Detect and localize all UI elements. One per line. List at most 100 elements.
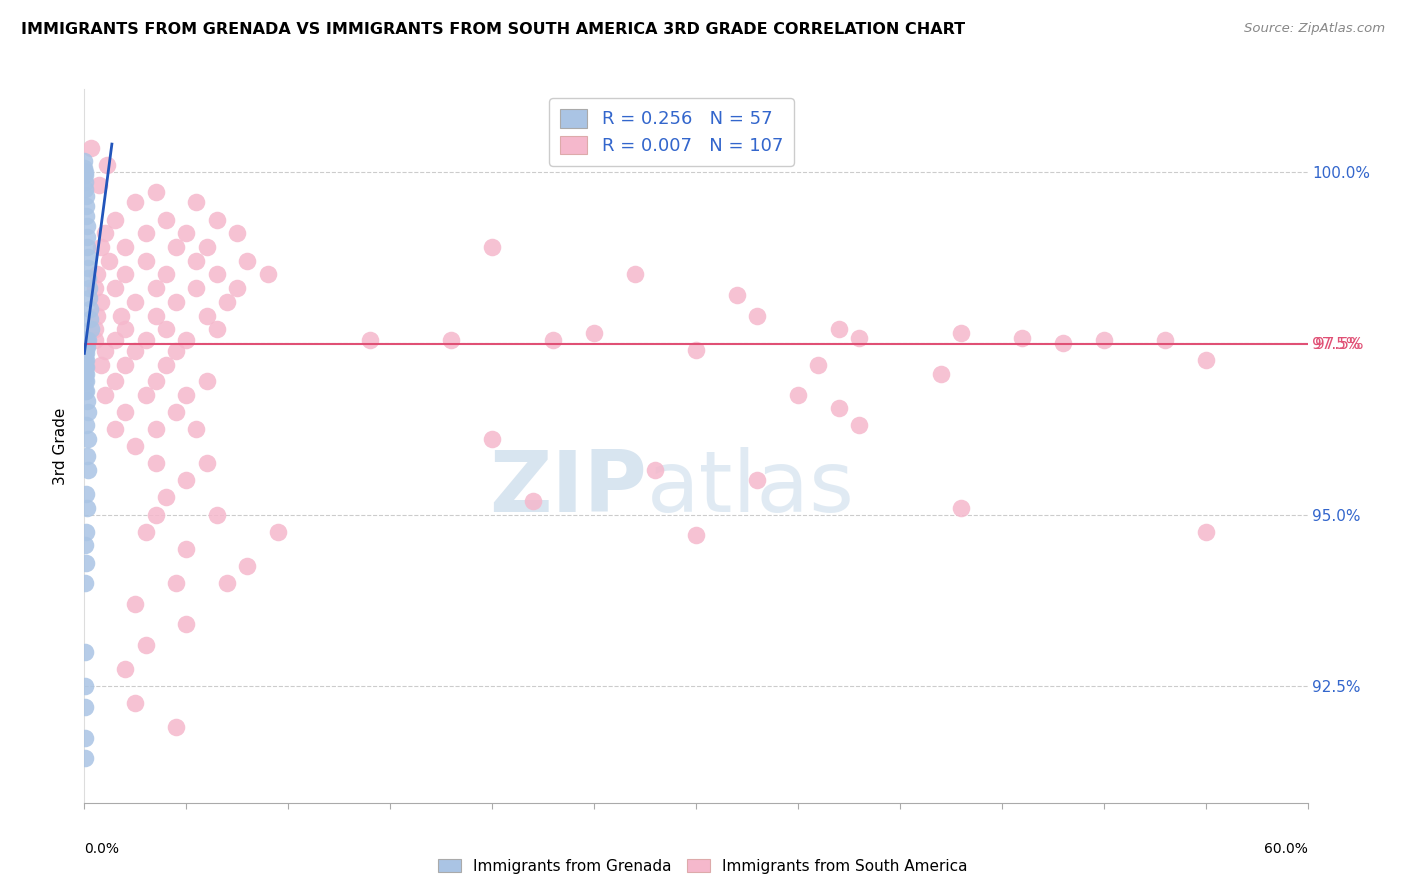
Point bbox=[186, 281, 208, 295]
Point bbox=[77, 271, 100, 285]
Point bbox=[96, 158, 118, 172]
Point bbox=[75, 188, 97, 202]
Point bbox=[787, 387, 810, 401]
Point bbox=[226, 227, 249, 241]
Point bbox=[75, 168, 97, 182]
Point bbox=[75, 679, 97, 693]
Point bbox=[929, 367, 952, 381]
Point bbox=[75, 539, 97, 553]
Point bbox=[75, 645, 97, 659]
Point bbox=[80, 322, 103, 336]
Point bbox=[195, 374, 218, 388]
Point bbox=[205, 508, 228, 522]
Point bbox=[145, 422, 167, 436]
Text: ZIP: ZIP bbox=[489, 447, 647, 531]
Point bbox=[114, 268, 136, 282]
Point bbox=[165, 240, 187, 254]
Text: IMMIGRANTS FROM GRENADA VS IMMIGRANTS FROM SOUTH AMERICA 3RD GRADE CORRELATION C: IMMIGRANTS FROM GRENADA VS IMMIGRANTS FR… bbox=[21, 22, 965, 37]
Point bbox=[747, 309, 769, 323]
Point bbox=[155, 358, 177, 372]
Point bbox=[76, 240, 98, 254]
Point bbox=[77, 432, 100, 446]
Point bbox=[75, 333, 97, 347]
Point bbox=[217, 294, 239, 309]
Point bbox=[195, 240, 218, 254]
Point bbox=[195, 456, 218, 470]
Point bbox=[1195, 524, 1218, 539]
Point bbox=[236, 559, 259, 574]
Point bbox=[75, 418, 97, 433]
Point bbox=[236, 253, 259, 268]
Point bbox=[124, 294, 146, 309]
Point bbox=[86, 268, 108, 282]
Point bbox=[165, 405, 187, 419]
Point bbox=[79, 281, 101, 295]
Point bbox=[583, 326, 606, 340]
Point bbox=[174, 473, 197, 487]
Point bbox=[75, 346, 97, 360]
Point bbox=[93, 387, 115, 401]
Text: 97.5%: 97.5% bbox=[1315, 337, 1362, 352]
Legend: Immigrants from Grenada, Immigrants from South America: Immigrants from Grenada, Immigrants from… bbox=[432, 853, 974, 880]
Point bbox=[75, 751, 97, 765]
Point bbox=[135, 253, 157, 268]
Point bbox=[79, 301, 101, 316]
Point bbox=[73, 154, 96, 169]
Point bbox=[1195, 353, 1218, 368]
Point bbox=[186, 253, 208, 268]
Point bbox=[75, 524, 97, 539]
Point bbox=[950, 500, 973, 515]
Point bbox=[135, 333, 157, 347]
Point bbox=[186, 422, 208, 436]
Point bbox=[217, 576, 239, 591]
Point bbox=[135, 387, 157, 401]
Point bbox=[359, 333, 381, 347]
Point bbox=[155, 322, 177, 336]
Point bbox=[950, 326, 973, 340]
Point bbox=[75, 731, 97, 745]
Point bbox=[75, 339, 97, 353]
Point bbox=[114, 405, 136, 419]
Point bbox=[145, 508, 167, 522]
Point bbox=[77, 333, 100, 347]
Point bbox=[174, 227, 197, 241]
Point bbox=[75, 384, 97, 398]
Point bbox=[124, 195, 146, 210]
Point bbox=[76, 500, 98, 515]
Point bbox=[83, 333, 105, 347]
Point bbox=[77, 463, 100, 477]
Point bbox=[1092, 333, 1115, 347]
Legend: R = 0.256   N = 57, R = 0.007   N = 107: R = 0.256 N = 57, R = 0.007 N = 107 bbox=[550, 98, 794, 166]
Point bbox=[75, 367, 97, 381]
Point bbox=[114, 240, 136, 254]
Point bbox=[1154, 333, 1177, 347]
Point bbox=[75, 576, 97, 591]
Point bbox=[145, 185, 167, 199]
Point bbox=[644, 463, 666, 477]
Point bbox=[174, 387, 197, 401]
Point bbox=[83, 322, 105, 336]
Point bbox=[440, 333, 463, 347]
Point bbox=[93, 344, 115, 359]
Point bbox=[522, 494, 544, 508]
Point bbox=[114, 662, 136, 676]
Point bbox=[75, 556, 97, 570]
Point bbox=[165, 576, 187, 591]
Point bbox=[226, 281, 249, 295]
Text: 0.0%: 0.0% bbox=[84, 842, 120, 856]
Point bbox=[114, 322, 136, 336]
Point bbox=[205, 322, 228, 336]
Point bbox=[165, 344, 187, 359]
Point bbox=[75, 367, 97, 381]
Point bbox=[83, 281, 105, 295]
Point bbox=[77, 260, 100, 275]
Point bbox=[174, 541, 197, 556]
Point bbox=[174, 333, 197, 347]
Point bbox=[135, 638, 157, 652]
Point bbox=[79, 292, 101, 306]
Point bbox=[145, 281, 167, 295]
Point bbox=[76, 394, 98, 409]
Point bbox=[76, 339, 98, 353]
Point bbox=[93, 227, 115, 241]
Point bbox=[124, 439, 146, 453]
